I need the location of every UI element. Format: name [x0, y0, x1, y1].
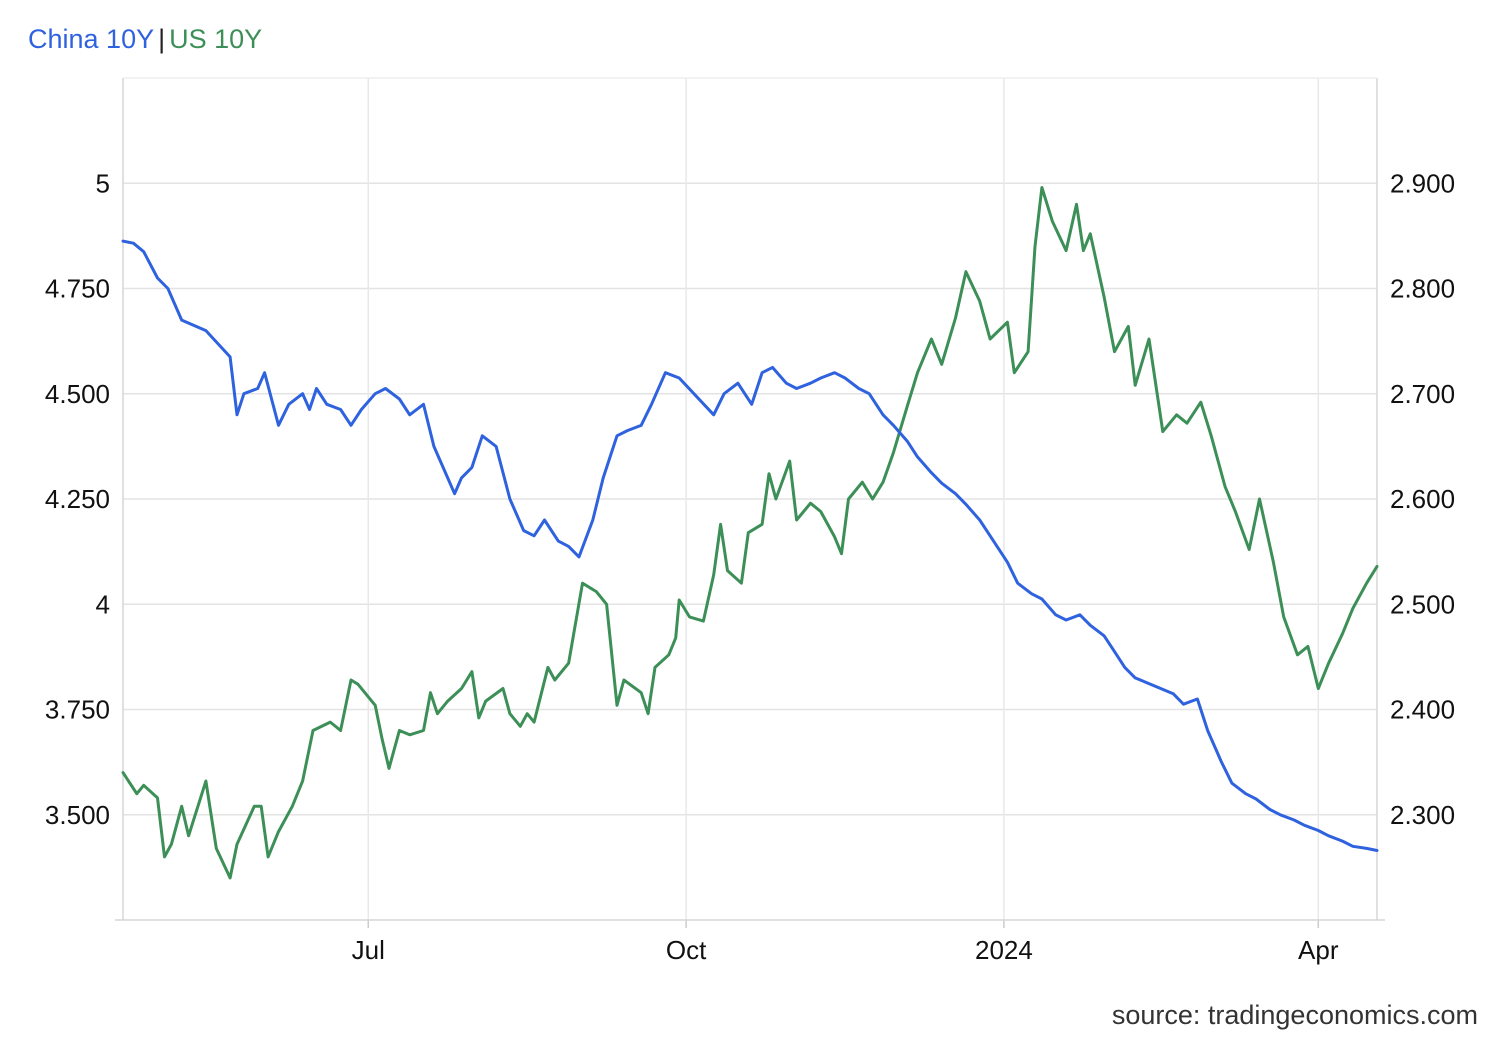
x-axis-tick-label: Jul — [352, 935, 385, 965]
right-axis-tick-label: 2.300 — [1390, 800, 1455, 830]
x-axis-tick-label: 2024 — [975, 935, 1033, 965]
left-axis-tick-label: 3.750 — [45, 695, 110, 725]
right-axis-tick-label: 2.900 — [1390, 168, 1455, 198]
series-line-us-10y — [121, 186, 1379, 880]
grid-lines — [123, 78, 1377, 920]
right-axis-tick-label: 2.800 — [1390, 274, 1455, 304]
axes — [115, 77, 1385, 928]
tick-labels: 3.500 3.750 4 4.250 4.500 4.750 5 2.300 2.400 2.5… — [45, 168, 1455, 965]
left-axis-tick-label: 5 — [96, 168, 110, 198]
legend-china-10y[interactable]: China 10Y — [28, 24, 155, 54]
right-axis-tick-label: 2.600 — [1390, 484, 1455, 514]
left-axis-tick-label: 4.250 — [45, 484, 110, 514]
chart-legend: China 10Y | US 10Y — [28, 24, 262, 55]
left-axis-tick-label: 4.500 — [45, 379, 110, 409]
right-axis-tick-label: 2.700 — [1390, 379, 1455, 409]
source-attribution[interactable]: source: tradingeconomics.com — [1111, 1000, 1478, 1030]
left-axis-tick-label: 3.500 — [45, 800, 110, 830]
legend-separator: | — [158, 24, 166, 54]
x-axis-tick-label: Apr — [1298, 935, 1339, 965]
series-line-china-10y — [121, 239, 1379, 852]
legend-us-10y[interactable]: US 10Y — [169, 24, 263, 54]
series-lines — [121, 186, 1379, 880]
left-axis-tick-label: 4 — [96, 589, 110, 619]
x-axis-tick-label: Oct — [666, 935, 707, 965]
right-axis-tick-label: 2.500 — [1390, 589, 1455, 619]
right-axis-tick-label: 2.400 — [1390, 695, 1455, 725]
left-axis-tick-label: 4.750 — [45, 274, 110, 304]
